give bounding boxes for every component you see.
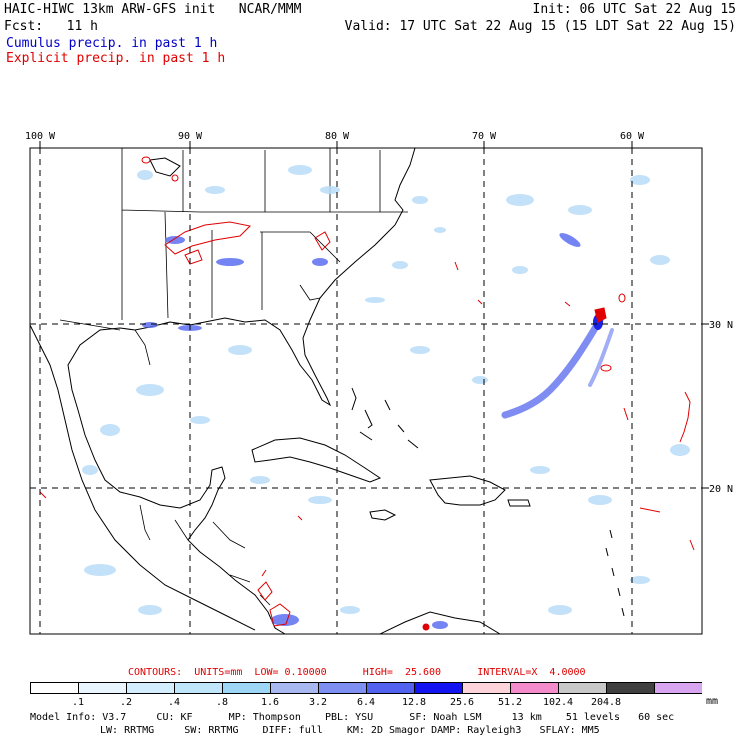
colorbar-swatch — [366, 682, 414, 694]
lon-label-70w: 70 W — [472, 131, 497, 142]
lon-label-60w: 60 W — [620, 131, 645, 142]
explicit-precip-label: Explicit precip. in past 1 h — [6, 51, 226, 66]
lon-label-100w: 100 W — [25, 131, 56, 142]
colorbar-tick-label: 51.2 — [497, 697, 523, 708]
colorbar-tick-label: 1.6 — [260, 697, 280, 708]
colorbar-swatch — [606, 682, 654, 694]
explicit-precip-contours — [39, 156, 695, 631]
forecast-hour: Fcst: 11 h — [4, 19, 98, 34]
valid-time: Valid: 17 UTC Sat 22 Aug 15 (15 LDT Sat … — [344, 19, 736, 34]
colorbar-unit: mm — [706, 696, 719, 707]
cumulus-precip-areas — [82, 165, 690, 629]
colorbar-swatch — [654, 682, 702, 694]
plot-title: HAIC-HIWC 13km ARW-GFS init NCAR/MMM — [4, 2, 302, 17]
init-time: Init: 06 UTC Sat 22 Aug 15 — [532, 2, 737, 17]
colorbar-tick-label: 204.8 — [590, 697, 622, 708]
colorbar-swatch — [270, 682, 318, 694]
colorbar-swatch — [222, 682, 270, 694]
lat-label-20n: 20 N — [709, 484, 733, 495]
colorbar-swatch — [30, 682, 78, 694]
state-borders — [59, 148, 408, 606]
axis-ticks — [39, 141, 709, 489]
model-info-line-1: Model Info: V3.7 CU: KF MP: Thompson PBL… — [30, 712, 675, 723]
colorbar-tick-label: 3.2 — [308, 697, 328, 708]
cumulus-precip-label: Cumulus precip. in past 1 h — [6, 36, 218, 51]
colorbar-swatch — [78, 682, 126, 694]
lon-label-80w: 80 W — [325, 131, 350, 142]
colorbar-tick-label: .2 — [119, 697, 133, 708]
colorbar-swatch — [174, 682, 222, 694]
model-info-line-2: LW: RRTMG SW: RRTMG DIFF: full KM: 2D Sm… — [100, 725, 600, 736]
colorbar-tick-label: 25.6 — [449, 697, 475, 708]
colorbar-swatch — [126, 682, 174, 694]
colorbar-swatch — [462, 682, 510, 694]
lat-label-30n: 30 N — [709, 320, 733, 331]
colorbar-tick-label: .8 — [215, 697, 229, 708]
colorbar-swatch — [414, 682, 462, 694]
colorbar-tick-label: 6.4 — [356, 697, 376, 708]
lon-label-90w: 90 W — [178, 131, 203, 142]
colorbar-swatch — [318, 682, 366, 694]
colorbar-swatch — [510, 682, 558, 694]
colorbar-tick-label: .4 — [167, 697, 181, 708]
map-frame — [30, 148, 702, 634]
coastlines — [30, 148, 625, 634]
colorbar-tick-label: 12.8 — [401, 697, 427, 708]
colorbar-swatch — [558, 682, 606, 694]
contours-info: CONTOURS: UNITS=mm LOW= 0.10000 HIGH= 25… — [128, 667, 586, 678]
colorbar-tick-label: 102.4 — [542, 697, 574, 708]
map-border — [29, 147, 703, 635]
colorbar-tick-label: .1 — [71, 697, 85, 708]
graticule — [30, 148, 702, 634]
